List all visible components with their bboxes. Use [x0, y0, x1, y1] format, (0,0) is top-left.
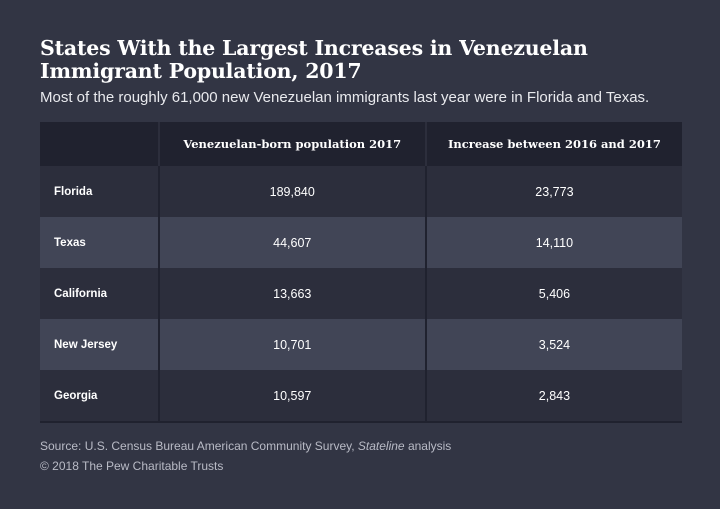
increase-value: 5,406 — [424, 268, 682, 319]
source-suffix: analysis — [404, 439, 452, 453]
table-bottom-rule — [40, 421, 682, 423]
table-row: California 13,663 5,406 — [40, 268, 682, 319]
state-label: Texas — [54, 236, 86, 249]
header-increase: Increase between 2016 and 2017 — [424, 122, 682, 166]
table-row: New Jersey 10,701 3,524 — [40, 319, 682, 370]
source-note: Source: U.S. Census Bureau American Comm… — [40, 438, 451, 454]
state-label: Georgia — [54, 389, 98, 402]
source-prefix: Source: U.S. Census Bureau American Comm… — [40, 439, 358, 453]
table-header-row: Venezuelan-born population 2017 Increase… — [40, 122, 682, 166]
population-value: 10,701 — [157, 319, 425, 370]
header-state — [40, 122, 158, 166]
table-row: Texas 44,607 14,110 — [40, 217, 682, 268]
population-value: 13,663 — [157, 268, 425, 319]
population-value: 44,607 — [157, 217, 425, 268]
state-label: Florida — [54, 185, 93, 198]
population-value: 189,840 — [157, 166, 425, 217]
state-label: New Jersey — [54, 338, 118, 351]
population-value: 10,597 — [157, 370, 425, 421]
copyright-note: © 2018 The Pew Charitable Trusts — [40, 459, 224, 473]
state-label: California — [54, 287, 108, 300]
increase-value: 2,843 — [424, 370, 682, 421]
increase-value: 23,773 — [424, 166, 682, 217]
source-italic: Stateline — [357, 439, 405, 453]
increase-value: 3,524 — [424, 319, 682, 370]
chart-title: States With the Largest Increases in Ven… — [40, 36, 588, 83]
header-population: Venezuelan-born population 2017 — [157, 122, 425, 166]
table-row: Georgia 10,597 2,843 — [40, 370, 682, 421]
data-table: Venezuelan-born population 2017 Increase… — [40, 122, 682, 423]
increase-value: 14,110 — [424, 217, 682, 268]
chart-subtitle: Most of the roughly 61,000 new Venezuela… — [40, 89, 650, 106]
table-row: Florida 189,840 23,773 — [40, 166, 682, 217]
